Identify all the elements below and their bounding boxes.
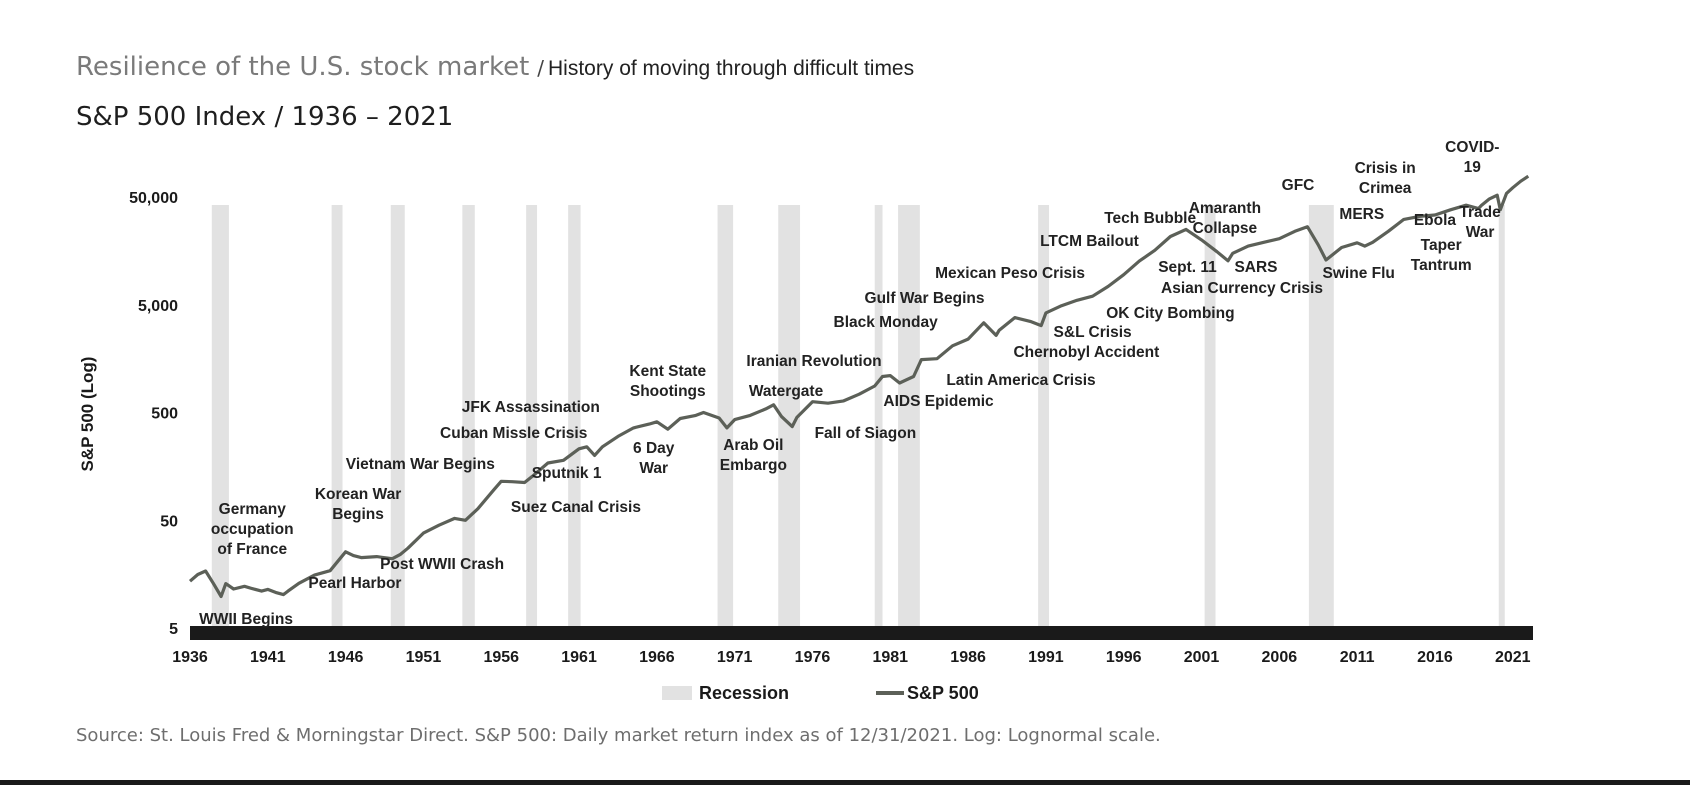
event-annotation: Amaranth — [1189, 200, 1261, 217]
source-note: Source: St. Louis Fred & Morningstar Dir… — [76, 725, 1161, 746]
event-annotation: Iranian Revolution — [746, 353, 881, 370]
event-annotation: War — [639, 460, 668, 477]
recession-band — [1204, 205, 1216, 626]
recession-band — [526, 205, 538, 626]
event-annotation: Swine Flu — [1323, 265, 1395, 282]
x-tick-label: 1996 — [1106, 649, 1142, 666]
event-annotation: SARS — [1234, 259, 1277, 276]
event-annotation: Taper — [1421, 237, 1462, 254]
event-annotation: Ebola — [1414, 212, 1457, 229]
y-tick-label: 5,000 — [138, 298, 178, 315]
recession-band — [717, 205, 734, 626]
x-tick-label: 1976 — [795, 649, 831, 666]
event-annotation: Gulf War Begins — [865, 290, 985, 307]
event-annotation: Collapse — [1193, 220, 1258, 237]
y-axis-label: S&P 500 (Log) — [78, 357, 97, 472]
recession-band — [1038, 205, 1050, 626]
x-tick-label: 1946 — [328, 649, 364, 666]
event-annotation: AIDS Epidemic — [883, 393, 994, 410]
event-annotation: Shootings — [630, 383, 706, 400]
recession-band — [874, 205, 883, 626]
event-annotation: MERS — [1339, 206, 1384, 223]
event-annotation: Suez Canal Crisis — [511, 499, 641, 516]
event-annotation: Cuban Missle Crisis — [440, 425, 587, 442]
recession-band — [331, 205, 343, 626]
event-annotation: occupation — [211, 521, 294, 538]
event-annotation: Kent State — [629, 363, 706, 380]
event-annotation: Sputnik 1 — [532, 465, 602, 482]
event-annotation: Asian Currency Crisis — [1161, 280, 1323, 297]
title-separator: / — [537, 56, 545, 80]
event-annotation: LTCM Bailout — [1040, 233, 1139, 250]
event-annotation: Germany — [219, 501, 287, 518]
event-annotation: OK City Bombing — [1106, 305, 1234, 322]
legend-recession-swatch — [662, 686, 692, 700]
x-tick-label: 2001 — [1184, 649, 1220, 666]
y-tick-label: 50 — [160, 513, 178, 530]
x-tick-label: 2016 — [1417, 649, 1453, 666]
event-annotation: Embargo — [720, 457, 787, 474]
event-annotation: of France — [217, 541, 287, 558]
event-annotation: Vietnam War Begins — [346, 456, 495, 473]
event-annotation: Post WWII Crash — [380, 556, 504, 573]
y-tick-label: 50,000 — [129, 190, 178, 207]
recession-band — [211, 205, 229, 626]
recession-band — [568, 205, 581, 626]
recession-band — [390, 205, 405, 626]
x-tick-label: 1966 — [639, 649, 675, 666]
event-annotation: Tech Bubble — [1104, 210, 1196, 227]
x-tick-label: 1991 — [1028, 649, 1064, 666]
event-annotation: Crimea — [1359, 180, 1412, 197]
x-tick-label: 1936 — [172, 649, 208, 666]
x-tick-label: 1956 — [483, 649, 519, 666]
event-annotation: Tantrum — [1411, 257, 1472, 274]
event-annotation: Black Monday — [834, 314, 939, 331]
chart-title-suffix: History of moving through difficult time… — [548, 57, 915, 80]
event-annotation: Fall of Siagon — [815, 425, 917, 442]
event-annotation: War — [1466, 224, 1495, 241]
chart-subtitle: S&P 500 Index / 1936 – 2021 — [76, 102, 454, 132]
recession-band — [1498, 205, 1505, 626]
x-tick-label: 1981 — [872, 649, 908, 666]
recession-band — [1308, 205, 1334, 626]
x-tick-label: 1971 — [717, 649, 753, 666]
event-annotation: GFC — [1282, 177, 1315, 194]
recession-band — [898, 205, 920, 626]
event-annotation: Trade — [1459, 204, 1501, 221]
x-tick-label: 2006 — [1262, 649, 1298, 666]
bottom-rule — [0, 780, 1690, 785]
x-tick-label: 1941 — [250, 649, 286, 666]
x-tick-label: 2021 — [1495, 649, 1531, 666]
chart-title-row: Resilience of the U.S. stock market / Hist… — [76, 52, 914, 82]
y-tick-label: 500 — [151, 406, 178, 423]
event-annotation: Crisis in — [1355, 160, 1416, 177]
event-annotation: JFK Assassination — [462, 399, 600, 416]
event-annotation: Begins — [332, 506, 384, 523]
x-tick-label: 1961 — [561, 649, 597, 666]
legend-recession-label: Recession — [699, 683, 789, 703]
event-annotation: Mexican Peso Crisis — [935, 265, 1085, 282]
event-annotation: Sept. 11 — [1158, 259, 1217, 276]
x-tick-label: 1951 — [406, 649, 442, 666]
event-annotation: Chernobyl Accident — [1013, 344, 1159, 361]
event-annotation: COVID- — [1445, 139, 1499, 156]
event-annotation: Arab Oil — [723, 437, 783, 454]
x-tick-label: 2011 — [1340, 649, 1375, 666]
sp500-series-line — [188, 174, 1530, 599]
event-annotation: Watergate — [749, 383, 824, 400]
recession-band — [778, 205, 801, 626]
event-annotation: 6 Day — [633, 440, 675, 457]
event-annotation: Korean War — [315, 486, 401, 503]
x-tick-label: 1986 — [950, 649, 986, 666]
event-annotation: WWII Begins — [199, 611, 293, 628]
event-annotation: Latin America Crisis — [946, 372, 1095, 389]
chart-title: Resilience of the U.S. stock market — [76, 52, 530, 82]
y-tick-label: 5 — [169, 621, 178, 638]
event-annotation: 19 — [1464, 159, 1482, 176]
event-annotation: Pearl Harbor — [308, 575, 401, 592]
legend-series-label: S&P 500 — [907, 683, 979, 703]
event-annotation: S&L Crisis — [1054, 324, 1132, 341]
x-axis-band — [190, 626, 1533, 640]
